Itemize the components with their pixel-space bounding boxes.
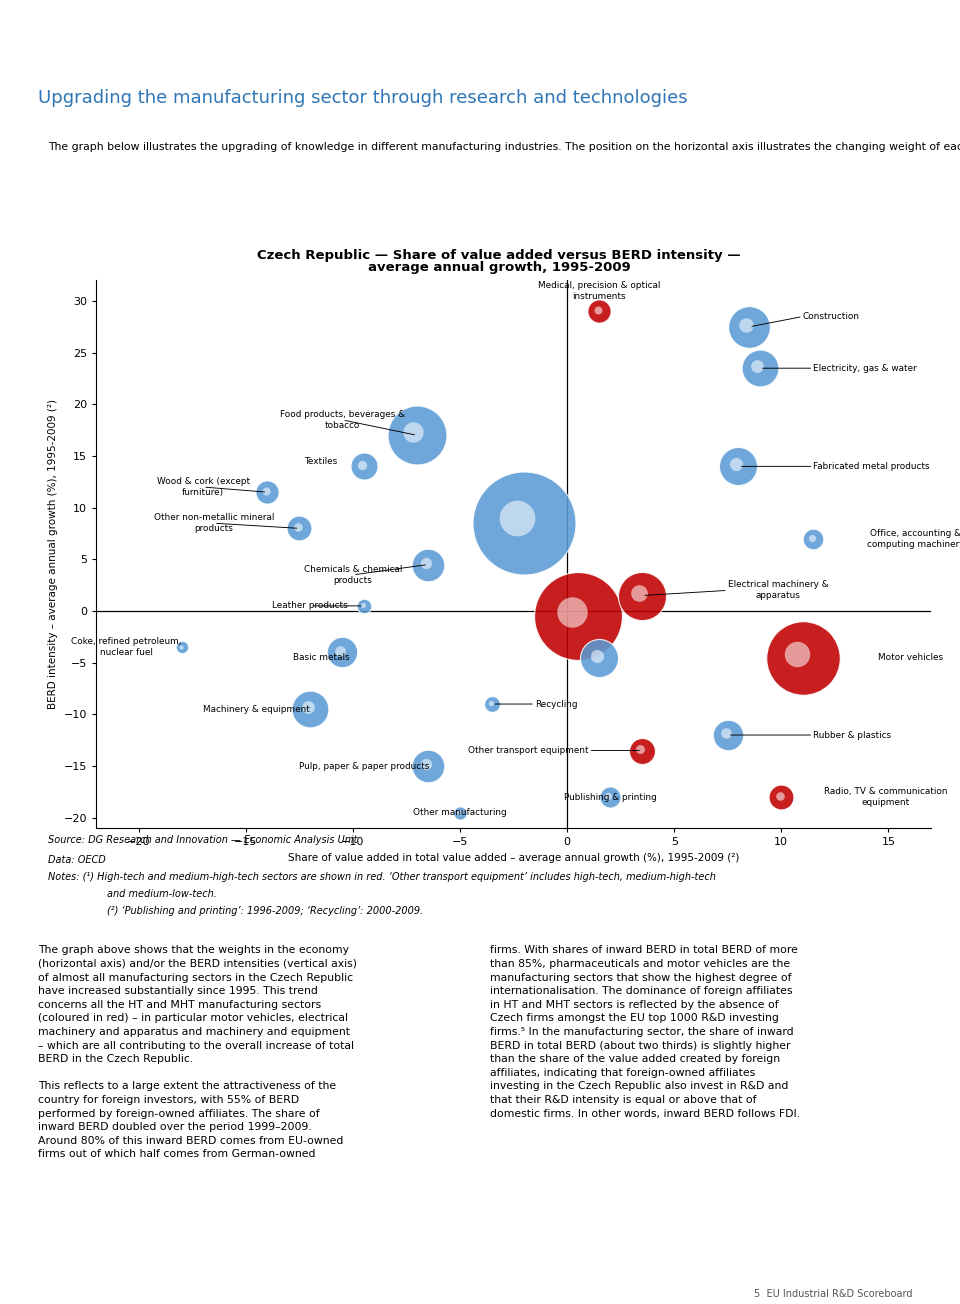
Point <box>418 553 433 574</box>
Point <box>590 300 606 321</box>
Point <box>356 456 372 477</box>
Point <box>485 694 500 715</box>
Text: Other transport equipment: Other transport equipment <box>468 746 588 755</box>
Point <box>354 455 370 476</box>
Text: Notes: (¹) High-tech and medium-high-tech sectors are shown in red. ‘Other trans: Notes: (¹) High-tech and medium-high-tec… <box>48 872 716 882</box>
Point <box>774 786 789 807</box>
Text: Medical, precision & optical
instruments: Medical, precision & optical instruments <box>538 280 660 301</box>
Text: firms. With shares of inward BERD in total BERD of more
than 85%, pharmaceutical: firms. With shares of inward BERD in tot… <box>490 945 800 1119</box>
Text: Radio, TV & communication
equipment: Radio, TV & communication equipment <box>824 788 948 807</box>
Point <box>410 425 425 446</box>
Point <box>635 585 650 606</box>
Point <box>356 596 372 617</box>
Point <box>738 314 754 335</box>
Point <box>790 643 805 664</box>
Point <box>173 636 188 657</box>
Point <box>335 642 350 662</box>
Text: 8: 8 <box>38 21 49 35</box>
Text: Other manufacturing: Other manufacturing <box>413 808 507 818</box>
Point <box>591 301 607 322</box>
Point <box>591 647 607 668</box>
Text: Data: OECD: Data: OECD <box>48 855 106 866</box>
Text: Recycling: Recycling <box>535 699 578 708</box>
Point <box>731 456 746 477</box>
Text: Textiles: Textiles <box>304 456 338 466</box>
Point <box>484 692 499 713</box>
Point <box>174 636 189 657</box>
Point <box>332 640 348 661</box>
Point <box>772 785 787 806</box>
Point <box>516 512 532 533</box>
Point <box>420 755 436 776</box>
Y-axis label: BERD intensity – average annual growth (%), 1995-2009 (²): BERD intensity – average annual growth (… <box>48 399 58 709</box>
Point <box>564 601 579 622</box>
Text: Coke, refined petroleum,
nuclear fuel: Coke, refined petroleum, nuclear fuel <box>71 638 181 657</box>
Text: average annual growth, 1995-2009: average annual growth, 1995-2009 <box>368 261 631 274</box>
Text: Pulp, paper & paper products: Pulp, paper & paper products <box>299 762 429 771</box>
Point <box>451 802 467 823</box>
Text: Office, accounting &
computing machinery: Office, accounting & computing machinery <box>867 528 960 549</box>
Text: Chemicals & chemical
products: Chemicals & chemical products <box>303 565 402 585</box>
Point <box>302 699 318 720</box>
Point <box>720 725 735 746</box>
Point <box>602 786 617 807</box>
Point <box>452 802 468 823</box>
Text: and medium-low-tech.: and medium-low-tech. <box>108 889 217 898</box>
Point <box>418 754 433 775</box>
Text: Czech Republic — Share of value added versus BERD intensity —: Czech Republic — Share of value added ve… <box>257 249 741 262</box>
Text: Basic metals: Basic metals <box>293 653 349 662</box>
Point <box>804 527 820 548</box>
Point <box>259 481 275 502</box>
Point <box>601 785 616 806</box>
Text: Wood & cork (except
furniture): Wood & cork (except furniture) <box>156 477 250 497</box>
Text: Research and Innovation performance in EU Member States and Associated countries: Research and Innovation performance in E… <box>96 23 542 33</box>
Text: Rubber & plastics: Rubber & plastics <box>813 730 892 739</box>
Text: Source: DG Research and Innovation — Economic Analysis Unit: Source: DG Research and Innovation — Eco… <box>48 835 357 845</box>
Text: The graph below illustrates the upgrading of knowledge in different manufacturin: The graph below illustrates the upgradin… <box>48 142 960 153</box>
Point <box>510 507 525 528</box>
Point <box>750 356 765 377</box>
Point <box>633 739 648 760</box>
Point <box>753 357 768 378</box>
Text: Publishing & printing: Publishing & printing <box>564 793 657 802</box>
Text: Food products, beverages &
tobacco: Food products, beverages & tobacco <box>279 409 405 430</box>
Point <box>795 647 810 668</box>
Point <box>290 516 305 537</box>
Point <box>741 317 756 338</box>
Text: Leather products: Leather products <box>273 601 348 610</box>
X-axis label: Share of value added in total value added – average annual growth (%), 1995-2009: Share of value added in total value adde… <box>288 853 739 863</box>
Text: 5  EU Industrial R&D Scoreboard: 5 EU Industrial R&D Scoreboard <box>754 1288 912 1299</box>
Text: Fabricated metal products: Fabricated metal products <box>813 462 930 471</box>
Point <box>588 645 604 666</box>
Point <box>631 583 646 604</box>
Text: Machinery & equipment: Machinery & equipment <box>204 704 310 713</box>
Text: Upgrading the manufacturing sector through research and technologies: Upgrading the manufacturing sector throu… <box>38 89 688 107</box>
Point <box>718 722 733 743</box>
Text: Other non-metallic mineral
products: Other non-metallic mineral products <box>154 514 274 533</box>
Text: Construction: Construction <box>803 312 860 321</box>
Text: Electrical machinery &
apparatus: Electrical machinery & apparatus <box>728 580 828 600</box>
Point <box>292 518 307 539</box>
Point <box>420 554 436 575</box>
Point <box>405 422 420 443</box>
Point <box>805 528 821 549</box>
Text: Motor vehicles: Motor vehicles <box>877 653 943 662</box>
Point <box>635 741 650 762</box>
Point <box>355 595 371 615</box>
Point <box>570 606 586 627</box>
Text: (²) ‘Publishing and printing’: 1996-2009; ‘Recycling’: 2000-2009.: (²) ‘Publishing and printing’: 1996-2009… <box>108 906 423 915</box>
Text: The graph above shows that the weights in the economy
(horizontal axis) and/or t: The graph above shows that the weights i… <box>38 945 357 1159</box>
Point <box>300 696 315 717</box>
Point <box>728 454 743 475</box>
Text: Electricity, gas & water: Electricity, gas & water <box>813 364 917 373</box>
Point <box>258 481 274 502</box>
